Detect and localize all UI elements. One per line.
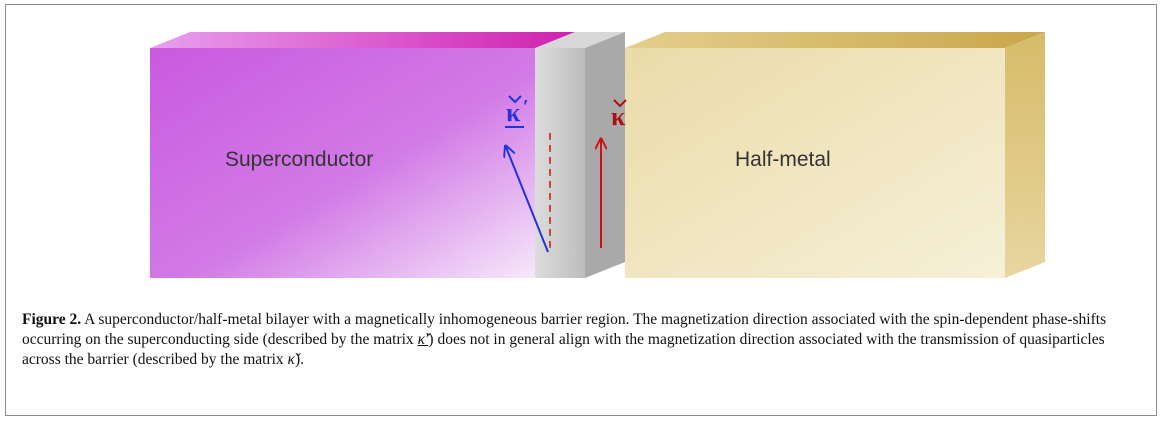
caption-matrix-2: κ̌: [287, 351, 295, 368]
svg-text:κ: κ: [506, 98, 521, 127]
caption-matrix-1: κ̌′: [417, 331, 429, 348]
caption-label: Figure 2.: [22, 311, 82, 328]
arrow-kappa-prime: [506, 147, 549, 253]
superconductor-block: [150, 32, 575, 278]
figure-caption: Figure 2. A superconductor/half-metal bi…: [22, 310, 1132, 370]
caption-text-1: A superconductor/half-metal bilayer with…: [22, 311, 1107, 348]
bilayer-illustration: Superconductor Half-metal κ ′ κ: [150, 32, 1045, 278]
kappa-prime-symbol: κ ′: [505, 95, 529, 128]
barrier-region: [535, 32, 625, 278]
halfmetal-label: Half-metal: [735, 148, 831, 171]
svg-text:′: ′: [523, 96, 529, 118]
caption-text-3: ).: [295, 351, 305, 368]
superconductor-label: Superconductor: [225, 148, 373, 171]
svg-text:κ: κ: [611, 102, 626, 131]
kappa-symbol: κ: [611, 99, 627, 131]
caption-text-2: ) does not in general align with the mag…: [22, 331, 1105, 368]
halfmetal-block: [625, 32, 1045, 278]
